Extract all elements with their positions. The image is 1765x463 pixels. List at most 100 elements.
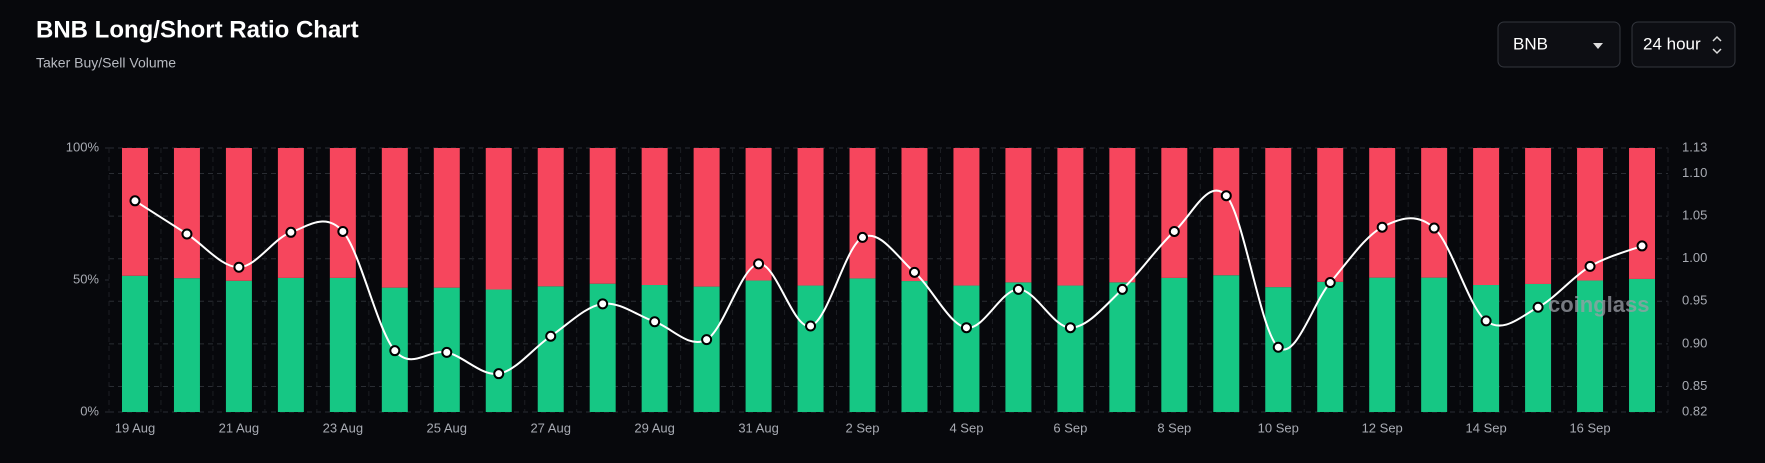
ratio-point xyxy=(1012,283,1024,295)
bar-segment xyxy=(849,148,876,279)
x-tick-label: 23 Aug xyxy=(323,420,364,435)
y2-tick-label: 0.82 xyxy=(1682,403,1707,418)
ratio-point xyxy=(545,330,557,342)
bar-segment xyxy=(901,281,928,412)
x-tick-label: 14 Sep xyxy=(1466,420,1507,435)
x-tick-label: 21 Aug xyxy=(219,420,260,435)
bar-segment xyxy=(173,148,200,279)
y2-tick-label: 1.10 xyxy=(1682,165,1707,180)
bar-segment xyxy=(1473,148,1500,286)
y-tick-label: 100% xyxy=(66,139,100,154)
y2-tick-label: 1.00 xyxy=(1682,250,1707,265)
ratio-point xyxy=(493,368,505,380)
bar-segment xyxy=(953,148,980,286)
ratio-point xyxy=(1168,225,1180,237)
bar-segment xyxy=(1109,148,1136,283)
bar-segment xyxy=(1317,281,1344,412)
bar-segment xyxy=(1057,285,1084,412)
ratio-point xyxy=(701,334,713,346)
y2-tick-label: 1.13 xyxy=(1682,139,1707,154)
bar-segment xyxy=(173,278,200,412)
ratio-point xyxy=(805,320,817,332)
bar-segment xyxy=(797,148,824,286)
x-tick-label: 10 Sep xyxy=(1258,420,1299,435)
bar-segment xyxy=(1629,148,1656,279)
stepper xyxy=(1712,35,1722,55)
ratio-point xyxy=(649,316,661,328)
bar-segment xyxy=(745,280,772,412)
x-tick-label: 25 Aug xyxy=(427,420,468,435)
ratio-point xyxy=(1064,322,1076,334)
x-tick-label: 2 Sep xyxy=(846,420,880,435)
y2-tick-label: 0.85 xyxy=(1682,378,1707,393)
bar-segment xyxy=(1109,282,1136,412)
ratio-point xyxy=(1324,277,1336,289)
bar-segment xyxy=(1421,277,1448,412)
ratio-point xyxy=(1584,260,1596,272)
bar-segment xyxy=(641,148,668,286)
y2-tick-label: 1.05 xyxy=(1682,208,1707,223)
ratio-point xyxy=(1636,240,1648,252)
bar-segment xyxy=(1577,280,1604,412)
bar-segment xyxy=(485,148,512,290)
ratio-point xyxy=(908,266,920,278)
ratio-point xyxy=(1532,301,1544,313)
bar-segment xyxy=(277,277,304,412)
y-tick-label: 50% xyxy=(73,271,99,286)
y2-tick-label: 0.95 xyxy=(1682,293,1707,308)
ratio-point xyxy=(1220,190,1232,202)
bar-segment xyxy=(1161,277,1188,412)
bar-segment xyxy=(1057,148,1084,286)
bar-segment xyxy=(1525,148,1552,284)
bar-segment xyxy=(901,148,928,282)
x-tick-label: 12 Sep xyxy=(1362,420,1403,435)
interval-value: 24 hour xyxy=(1643,34,1701,53)
caret xyxy=(1593,43,1603,49)
ratio-point xyxy=(1272,341,1284,353)
bar-segment xyxy=(121,275,148,412)
ratio-point xyxy=(1428,222,1440,234)
bar-segment xyxy=(225,280,252,412)
bar-segment xyxy=(277,148,304,278)
bar-segment xyxy=(1473,285,1500,412)
x-tick-label: 16 Sep xyxy=(1569,420,1610,435)
bar-segment xyxy=(1005,148,1032,283)
symbol-select[interactable] xyxy=(1497,21,1621,68)
bar-segment xyxy=(1161,148,1188,278)
ratio-point xyxy=(1480,315,1492,327)
ratio-point xyxy=(597,298,609,310)
title: BNB Long/Short Ratio Chart xyxy=(36,16,359,43)
bar-segment xyxy=(329,277,356,412)
bar-segment xyxy=(537,286,564,412)
bar-segment xyxy=(589,148,616,284)
bar-segment xyxy=(797,285,824,412)
ratio-point xyxy=(1376,221,1388,233)
bar-segment xyxy=(693,286,720,412)
ratio-point xyxy=(1116,283,1128,295)
bar-segment xyxy=(1369,148,1396,278)
bar-segment xyxy=(641,285,668,412)
plot: 0.82 0.85 0.90 0.95 1.00 1.05 1.10 1.13 0% 50% 100… xyxy=(66,139,1708,435)
ratio-point xyxy=(337,225,349,237)
interval-select[interactable] xyxy=(1631,21,1736,68)
ratio-point xyxy=(753,258,765,270)
bar-segment xyxy=(1213,275,1240,412)
ratio-point xyxy=(129,195,141,207)
bar-segment xyxy=(1317,148,1344,282)
y2-tick-label: 0.90 xyxy=(1682,335,1707,350)
bar-segment xyxy=(1005,282,1032,412)
x-tick-label: 8 Sep xyxy=(1157,420,1191,435)
ratio-point xyxy=(285,226,297,238)
x-tick-label: 6 Sep xyxy=(1053,420,1087,435)
bar-segment xyxy=(329,148,356,278)
x-tick-label: 29 Aug xyxy=(634,420,675,435)
symbol-value: BNB xyxy=(1513,34,1548,53)
bar-segment xyxy=(693,148,720,287)
x-tick-label: 4 Sep xyxy=(949,420,983,435)
ratio-point xyxy=(441,346,453,358)
watermark: coinglass xyxy=(1548,292,1649,317)
ratio-point xyxy=(389,345,401,357)
ratio-point xyxy=(181,228,193,240)
